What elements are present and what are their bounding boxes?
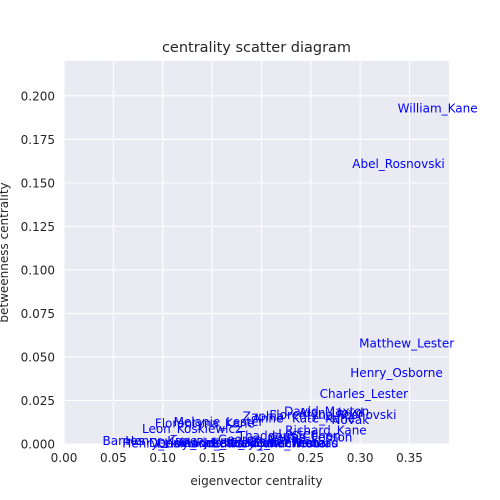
point-label: Thaddeus_Cohen [237, 429, 341, 443]
y-tick-label: 0.050 [21, 350, 55, 364]
point-label: Lester [278, 427, 315, 441]
y-tick-label: 0.200 [21, 89, 55, 103]
y-tick-label: 0.150 [21, 176, 55, 190]
point-label: Edward_Winchester [212, 437, 330, 451]
point-label: Desmond_Pacey [157, 437, 255, 451]
x-tick-label: 0.10 [149, 451, 176, 465]
y-tick-label: 0.000 [21, 438, 55, 452]
point-label: Lawrence [256, 436, 314, 450]
point-label: Henry_Kane [125, 434, 197, 448]
point-label: Matthew_Lester [359, 337, 454, 351]
point-label: Steve_Schwartz [230, 436, 325, 450]
x-tick-label: 0.15 [199, 451, 226, 465]
x-axis-label: eigenvector centrality [190, 474, 322, 488]
point-label: Charles_Lester [320, 387, 408, 401]
chart-title: centrality scatter diagram [162, 40, 351, 56]
y-tick-label: 0.075 [21, 307, 55, 321]
x-tick-label: 0.25 [297, 451, 324, 465]
point-label: Barnes [103, 434, 145, 448]
point-label: Dennis_Roberts [149, 436, 242, 450]
point-label: Kate_Kane [292, 411, 355, 425]
point-label: Jake_Thomas [258, 437, 337, 451]
y-axis-label: betweenness centrality [0, 182, 11, 322]
y-tick-label: 0.100 [21, 263, 55, 277]
point-label: Richard [293, 436, 339, 450]
plot-background [64, 61, 449, 444]
x-tick-label: 0.30 [347, 451, 374, 465]
point-label: Curtis_Fenton [270, 431, 352, 445]
point-label: Rosnovski [336, 408, 396, 422]
point-label: Leon_Koskiewicz [142, 422, 241, 436]
point-labels: William_Kane Abel_Rosnovski Matthew_Lester… [103, 102, 478, 451]
point-label: Abel_Rosnovski [352, 157, 445, 171]
point-label: George_Novak [218, 432, 306, 446]
y-tick-label: 0.125 [21, 220, 55, 234]
point-label: Alan_Lloyd [299, 406, 364, 420]
point-label: Melanie_Lester [174, 415, 264, 429]
point-label: David_Maxton [284, 404, 369, 418]
point-label: William_Kane [398, 102, 478, 116]
point-label: Henry_Lloyd [122, 437, 196, 451]
x-tick-label: 0.20 [248, 451, 275, 465]
x-tick-label: 0.00 [51, 451, 78, 465]
grid [63, 61, 449, 445]
point-label: Anne [253, 411, 284, 425]
x-axis-ticks: 0.00 0.05 0.10 0.15 0.20 0.25 0.30 0.35 [51, 451, 423, 465]
x-tick-label: 0.35 [396, 451, 423, 465]
point-label: Florentyna_Kane [155, 417, 255, 431]
point-label: Florentyna [269, 408, 333, 422]
x-tick-label: 0.05 [100, 451, 127, 465]
point-label: Wladek_Koskiewicz [176, 436, 291, 450]
y-tick-label: 0.175 [21, 133, 55, 147]
point-label: Henry_Osborne [350, 366, 442, 380]
point-label: Jessie_Kovats [203, 436, 284, 450]
point-label: Zaphia [243, 410, 284, 424]
y-axis-ticks: 0.000 0.025 0.050 0.075 0.100 0.125 0.150 0.175… [21, 89, 55, 451]
point-label: Richard_Kane [285, 424, 367, 438]
point-label: Novak [332, 413, 370, 427]
y-tick-label: 0.025 [21, 394, 55, 408]
